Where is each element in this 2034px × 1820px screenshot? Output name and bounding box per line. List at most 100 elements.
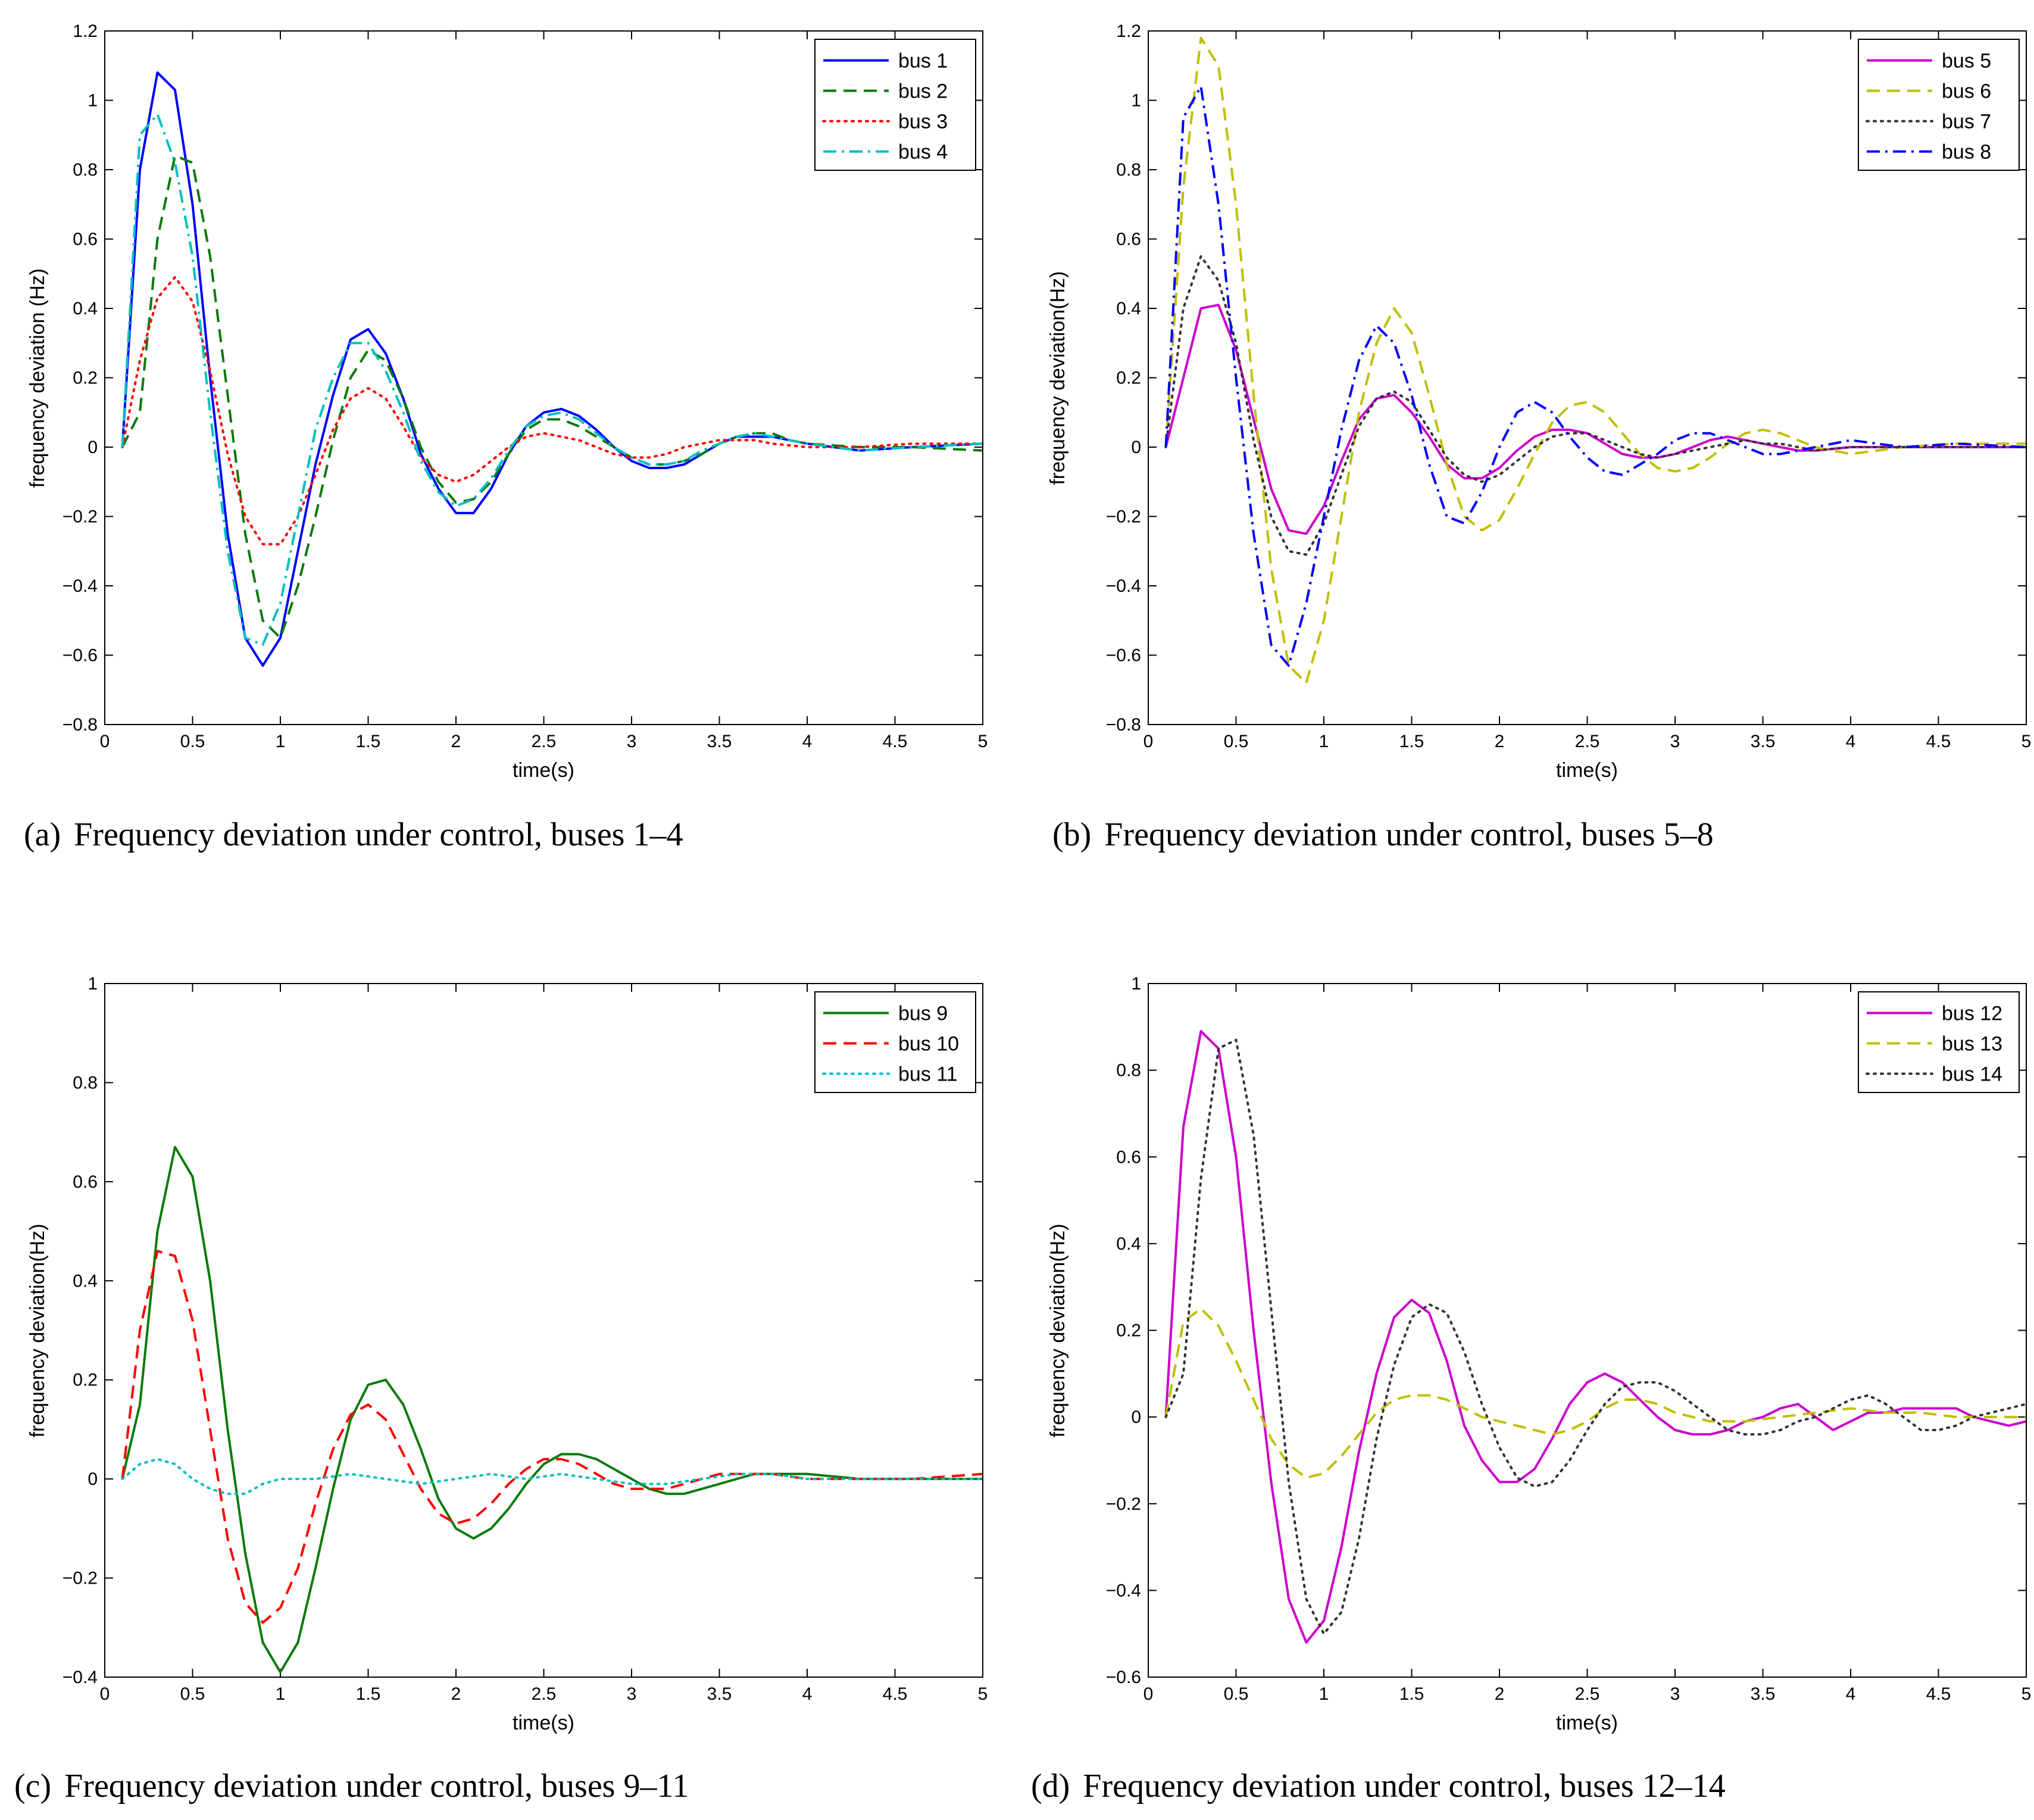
x-tick-label: 3.5 [707,732,732,751]
x-tick-label: 0 [1143,1684,1154,1704]
x-tick-label: 0.5 [180,732,205,751]
x-axis-label: time(s) [513,1712,574,1734]
x-tick-label: 2 [451,732,461,751]
y-axis-label: frequency deviation(Hz) [26,1223,49,1437]
caption-tag: (a) [24,816,61,853]
y-tick-label: 0.6 [1116,1147,1141,1167]
panel-b: −0.8 −0.6 −0.4 −0.2 0 0.2 0.4 0.6 0.8 1 1.2 0 0.5 1 1… [1017,0,2034,910]
caption-d: (d) Frequency deviation under control, bu… [1031,1767,1726,1805]
y-tick-label: −0.4 [63,576,98,596]
x-tick-label: 2 [451,1684,461,1704]
chart-d: −0.6 −0.4 −0.2 0 0.2 0.4 0.6 0.8 1 0 0.5 1 1.5 2 2.5 3… [1046,974,2032,1734]
series-line-bus-10 [121,1250,983,1624]
y-tick-label: −0.4 [1106,1581,1141,1600]
x-tick-label: 2.5 [1575,732,1600,751]
plot-frame [104,983,983,1678]
legend-entry: bus 10 [898,1033,959,1056]
x-tick-label: 0 [100,1684,110,1704]
x-tick-label: 0 [1143,732,1154,751]
x-tick-label: 3.5 [1751,1684,1776,1704]
plot-frame [104,30,983,725]
x-tick-label: 1 [1319,1684,1329,1704]
y-tick-label: 0.2 [1116,1321,1141,1341]
legend: bus 1 bus 2 bus 3 bus 4 [814,39,976,171]
y-tick-label: −0.2 [1106,1494,1141,1514]
y-tick-label: −0.2 [63,507,98,527]
y-tick-label: 0.2 [1116,369,1141,388]
legend-box [814,39,976,171]
y-tick-label: −0.8 [63,715,98,735]
y-tick-label: 0.4 [1116,1234,1141,1254]
x-tick-label: 0.5 [1224,732,1249,751]
chart-a: −0.8 −0.6 −0.4 −0.2 0 0.2 0.4 0.6 0.8 1 1.2 0 0.5 1 1… [26,21,988,782]
caption-text: Frequency deviation under control, buses… [64,1768,689,1805]
panel-a: −0.8 −0.6 −0.4 −0.2 0 0.2 0.4 0.6 0.8 1 1.2 0 0.5 1 1… [0,0,1017,910]
x-tick-label: 5 [2021,1684,2032,1704]
y-tick-label: −0.4 [1106,576,1141,596]
y-tick-label: 1 [88,974,98,994]
y-tick-label: −0.2 [63,1569,98,1588]
x-tick-label: 1 [276,1684,286,1704]
y-axis-label: frequency deviation(Hz) [1046,271,1069,485]
x-tick-label: 2 [1495,732,1505,751]
legend-entry: bus 9 [898,1003,948,1025]
legend-entry: bus 4 [898,141,948,164]
x-tick-label: 0.5 [1224,1684,1249,1704]
plot-frame [1148,983,2027,1678]
series-line-bus-7 [1164,255,2027,556]
y-tick-label: 0.8 [73,1073,98,1092]
chart-b: −0.8 −0.6 −0.4 −0.2 0 0.2 0.4 0.6 0.8 1 1.2 0 0.5 1 1… [1046,21,2032,782]
legend: bus 12 bus 13 bus 14 [1858,991,2020,1093]
legend-entry: bus 1 [898,50,948,73]
x-tick-label: 2 [1495,1684,1505,1704]
x-tick-label: 1.5 [1399,732,1424,751]
legend-entry: bus 2 [898,80,948,103]
legend-entry: bus 6 [1942,80,1991,103]
y-tick-label: 1 [1131,91,1141,111]
x-tick-label: 4.5 [883,1684,908,1704]
legend-box [1858,39,2020,171]
y-tick-label: 1.2 [73,21,98,41]
x-tick-label: 0.5 [180,1684,205,1704]
x-tick-label: 2.5 [532,732,557,751]
x-tick-label: 1.5 [356,732,381,751]
legend: bus 5 bus 6 bus 7 bus 8 [1858,39,2020,171]
series-line-bus-6 [1164,36,2026,685]
caption-tag: (d) [1031,1768,1070,1805]
x-tick-label: 4 [1846,732,1856,751]
caption-text: Frequency deviation under control, buses… [1083,1768,1726,1805]
series-line-bus-8 [1164,85,2027,667]
x-tick-label: 4.5 [1926,1684,1951,1704]
y-axis-label: frequency deviation(Hz) [1046,1223,1069,1437]
x-axis-label: time(s) [1556,1712,1618,1734]
caption-b: (b) Frequency deviation under control, bu… [1052,816,1714,854]
x-tick-label: 1.5 [356,1684,381,1704]
series-line-bus-9 [121,1145,983,1674]
x-axis-label: time(s) [1556,759,1618,782]
caption-text: Frequency deviation under control, buses… [74,816,683,853]
y-tick-label: 0 [88,438,98,457]
y-tick-label: 0.6 [1116,230,1141,249]
y-tick-label: −0.6 [63,646,98,666]
x-tick-label: 4.5 [883,732,908,751]
y-tick-label: 0.6 [73,230,98,249]
x-tick-label: 3 [1670,732,1680,751]
y-tick-label: 1.2 [1116,21,1141,41]
y-axis-label: frequency deviation (Hz) [26,269,49,488]
y-tick-label: 0.8 [1116,160,1141,180]
x-tick-label: 5 [978,732,988,751]
caption-c: (c) Frequency deviation under control, bu… [14,1767,689,1805]
legend-entry: bus 11 [898,1063,958,1086]
x-tick-label: 5 [2021,732,2032,751]
legend-entry: bus 8 [1942,141,1991,164]
panel-c: −0.4 −0.2 0 0.2 0.4 0.6 0.8 1 0 0.5 1 1.5 2 2.5 3 3.5 4… [0,910,1017,1820]
series-line-bus-13 [1164,1307,2026,1479]
plot-frame [1148,30,2027,725]
x-tick-label: 1 [276,732,286,751]
caption-a: (a) Frequency deviation under control, bu… [24,816,683,854]
y-tick-label: 0.8 [73,160,98,180]
x-tick-label: 4 [802,1684,813,1704]
x-tick-label: 4 [1846,1684,1856,1704]
chart-c: −0.4 −0.2 0 0.2 0.4 0.6 0.8 1 0 0.5 1 1.5 2 2.5 3 3.5 4… [26,974,988,1734]
